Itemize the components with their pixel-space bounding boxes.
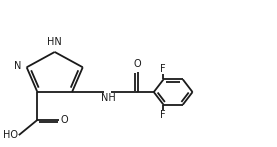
Text: NH: NH bbox=[101, 93, 116, 103]
Text: HO: HO bbox=[3, 130, 18, 140]
Text: HN: HN bbox=[47, 37, 62, 47]
Text: F: F bbox=[160, 110, 165, 120]
Text: O: O bbox=[134, 59, 142, 69]
Text: O: O bbox=[60, 115, 68, 125]
Text: F: F bbox=[160, 64, 165, 74]
Text: N: N bbox=[14, 61, 22, 71]
